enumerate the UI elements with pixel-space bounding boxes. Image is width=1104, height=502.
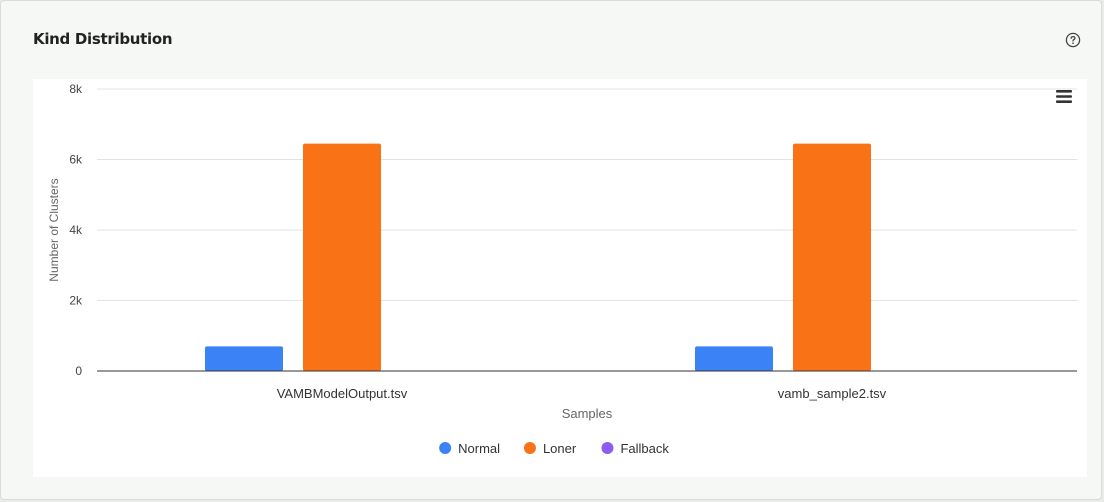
bar-normal[interactable] — [205, 346, 283, 371]
hamburger-menu-icon[interactable] — [1056, 90, 1072, 103]
bar-chart: 0 2k 4k 6k 8k VAMBModelOutput.tsv vamb_sample2… — [47, 82, 1077, 456]
legend-label: Loner — [543, 441, 577, 456]
bar-loner[interactable] — [303, 143, 381, 371]
legend-marker — [439, 442, 452, 454]
y-tick-label: 0 — [75, 364, 82, 378]
y-tick-label: 8k — [69, 82, 83, 96]
card-title: Kind Distribution — [33, 30, 173, 48]
legend-item-fallback[interactable]: Fallback — [601, 441, 669, 456]
y-tick-label: 6k — [69, 153, 83, 167]
bar-normal[interactable] — [695, 346, 773, 371]
x-axis-title: Samples — [562, 406, 613, 421]
legend-marker — [601, 442, 614, 454]
legend-item-normal[interactable]: Normal — [439, 441, 500, 456]
x-tick-label: vamb_sample2.tsv — [778, 386, 887, 401]
y-tick-label: 2k — [69, 294, 83, 308]
legend-label: Fallback — [620, 441, 669, 456]
question-circle-icon[interactable] — [1065, 32, 1081, 48]
y-tick-label: 4k — [69, 223, 83, 237]
y-axis-title: Number of Clusters — [47, 178, 61, 281]
legend-marker — [523, 442, 536, 454]
bar-loner[interactable] — [793, 143, 871, 371]
legend-label: Normal — [458, 441, 500, 456]
legend-item-loner[interactable]: Loner — [523, 441, 577, 456]
x-tick-label: VAMBModelOutput.tsv — [277, 386, 408, 401]
chart-panel: 0 2k 4k 6k 8k VAMBModelOutput.tsv vamb_sample2… — [33, 79, 1087, 477]
